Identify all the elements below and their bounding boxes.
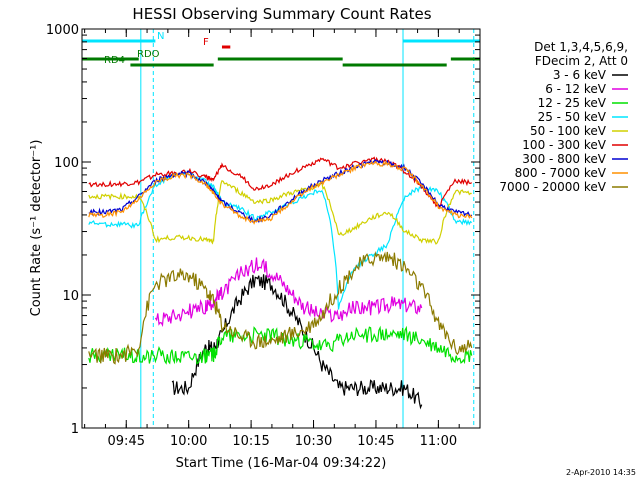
legend-header: FDecim 2, Att 0 [535,54,628,68]
flag-label: F [203,37,209,48]
footer-date: 2-Apr-2010 14:35 [566,468,636,477]
series-line [171,274,423,410]
legend: Det 1,3,4,5,6,9,FDecim 2, Att 03 - 6 keV… [499,40,628,194]
y-tick-label: 1000 [46,23,79,38]
x-tick-label: 11:00 [420,434,457,449]
plot-frame [81,28,481,429]
x-tick-label: 10:30 [295,434,332,449]
x-axis: 09:45 10:00 10:15 10:30 10:45 11:00 [84,29,481,449]
legend-entry-label: 12 - 25 keV [538,96,607,110]
series-line [88,325,473,365]
chart-title: HESSI Observing Summary Count Rates [132,5,431,23]
flag-label: RDO [137,49,160,60]
series-line [154,257,423,328]
x-tick-label: 10:00 [170,434,207,449]
series-line [88,160,473,225]
legend-entry-label: 100 - 300 keV [522,138,606,152]
y-axis: 1 10 100 1000 [46,23,480,437]
legend-entry-label: 25 - 50 keV [538,110,607,124]
legend-entry-label: 300 - 800 keV [522,152,606,166]
flag-label: N [157,31,164,42]
legend-header: Det 1,3,4,5,6,9, [534,40,628,54]
plot-area: N F RDO RD4 [82,29,480,428]
legend-entry-label: 800 - 7000 keV [515,166,607,180]
x-axis-label: Start Time (16-Mar-04 09:34:22) [176,456,387,471]
legend-entry-label: 3 - 6 keV [553,68,607,82]
flag-label: RD4 [104,55,125,66]
legend-entry-label: 6 - 12 keV [545,82,607,96]
x-tick-label: 10:45 [357,434,394,449]
series-line [88,250,473,365]
x-tick-label: 10:15 [232,434,269,449]
series-line [88,156,473,208]
series-line [88,180,472,245]
legend-entry-label: 7000 - 20000 keV [499,180,606,194]
legend-entry-label: 50 - 100 keV [530,124,607,138]
y-tick-label: 100 [54,156,79,171]
y-tick-label: 10 [62,289,79,304]
y-tick-label: 1 [71,422,79,437]
x-tick-label: 09:45 [108,434,145,449]
y-axis-label: Count Rate (s⁻¹ detector⁻¹) [29,140,44,317]
